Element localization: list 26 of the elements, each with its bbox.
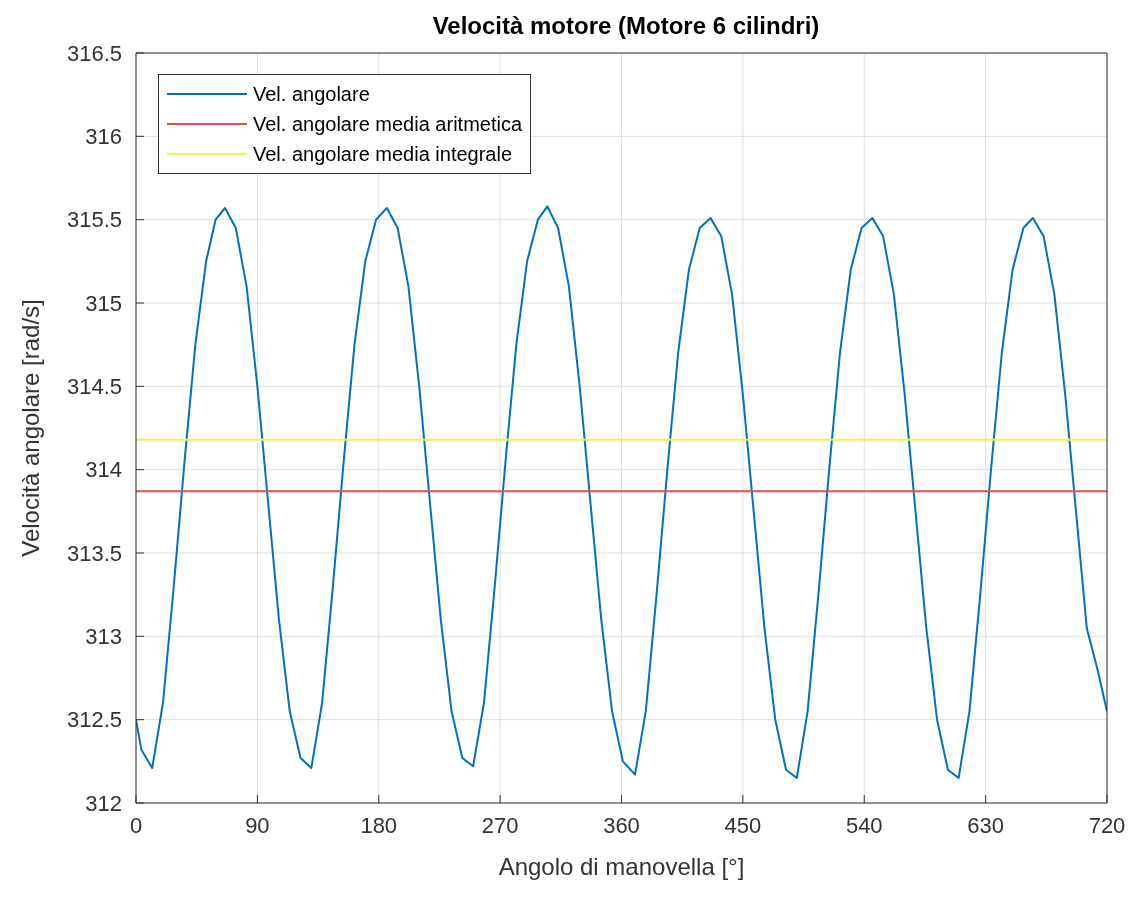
y-tick-label: 312 <box>85 790 122 816</box>
y-tick-label: 313 <box>85 624 122 650</box>
y-tick-label: 315 <box>85 290 122 316</box>
chart-title: Velocità motore (Motore 6 cilindri) <box>431 12 821 40</box>
y-tick-label: 315.5 <box>66 207 122 233</box>
x-tick-label: 90 <box>245 812 270 838</box>
line-series <box>136 205 1107 779</box>
legend-label: Vel. angolare media integrale <box>253 142 513 166</box>
x-tick-label: 270 <box>481 812 519 838</box>
x-tick-label: 180 <box>360 812 398 838</box>
y-tick-label: 314 <box>85 457 122 483</box>
x-axis-title: Angolo di manovella [°] <box>498 853 745 880</box>
x-tick-label: 450 <box>724 812 762 838</box>
x-tick-label: 720 <box>1088 812 1126 838</box>
x-tick-label: 540 <box>845 812 883 838</box>
y-axis-title: Velocità angolare [rad/s] <box>16 299 44 557</box>
x-tick-label: 630 <box>967 812 1004 838</box>
y-tick-label: 316.5 <box>66 40 122 66</box>
x-tick-label: 0 <box>129 812 143 838</box>
y-tick-label: 314.5 <box>66 374 122 400</box>
y-tick-label: 313.5 <box>66 540 122 566</box>
legend-label: Vel. angolare <box>253 82 370 106</box>
y-tick-label: 316 <box>85 124 122 150</box>
legend-label: Vel. angolare media aritmetica <box>253 112 523 136</box>
x-tick-label: 360 <box>603 812 640 838</box>
y-tick-label: 312.5 <box>66 707 122 733</box>
